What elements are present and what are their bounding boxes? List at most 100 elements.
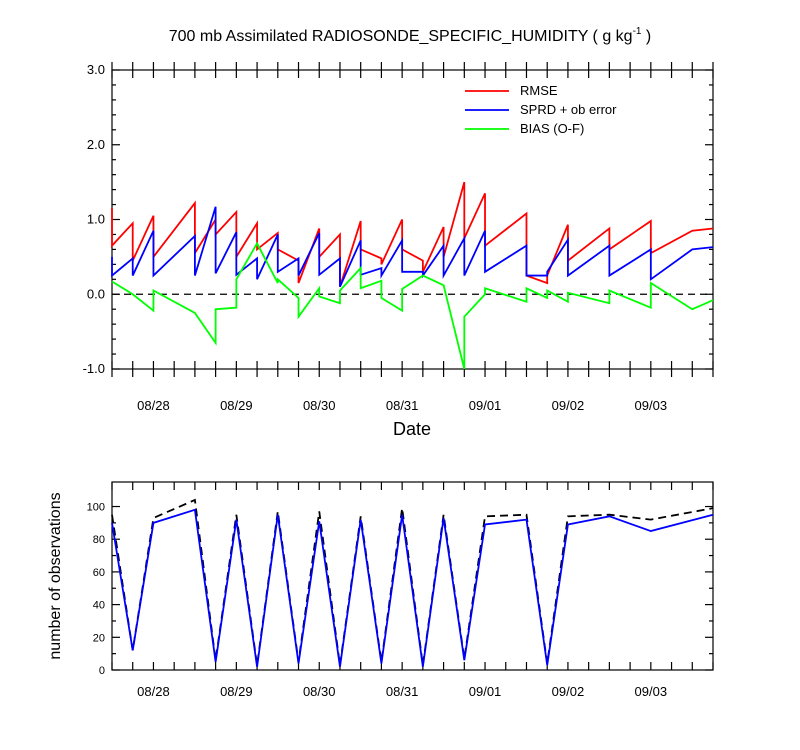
data-point bbox=[153, 275, 155, 277]
data-point bbox=[194, 202, 196, 204]
data-point bbox=[443, 275, 445, 277]
top-x-axis-label: Date bbox=[393, 419, 431, 439]
data-point bbox=[463, 368, 465, 370]
data-point bbox=[318, 232, 320, 234]
data-point bbox=[194, 235, 196, 237]
data-point bbox=[194, 509, 196, 511]
data-point bbox=[422, 260, 424, 262]
data-point bbox=[526, 514, 528, 516]
data-point bbox=[381, 263, 383, 265]
chart-title-main: 700 mb Assimilated RADIOSONDE_SPECIFIC_H… bbox=[169, 28, 633, 45]
data-point bbox=[691, 308, 693, 310]
data-point bbox=[360, 220, 362, 222]
y-tick-label: -1.0 bbox=[83, 361, 105, 376]
data-point bbox=[111, 281, 113, 283]
data-point bbox=[215, 272, 217, 274]
data-point bbox=[256, 278, 258, 280]
data-point bbox=[463, 316, 465, 318]
data-point bbox=[111, 256, 113, 258]
data-point bbox=[318, 520, 320, 522]
data-point bbox=[526, 519, 528, 521]
data-point bbox=[235, 519, 237, 521]
data-point bbox=[484, 271, 486, 273]
data-point bbox=[298, 282, 300, 284]
x-tick-label: 09/02 bbox=[552, 684, 585, 699]
data-point bbox=[650, 220, 652, 222]
x-tick-label: 08/28 bbox=[137, 684, 170, 699]
data-point bbox=[381, 257, 383, 259]
x-tick-label: 08/29 bbox=[220, 398, 253, 413]
data-point bbox=[132, 649, 134, 651]
x-tick-label: 08/30 bbox=[303, 684, 336, 699]
data-point bbox=[360, 519, 362, 521]
x-tick-label: 09/01 bbox=[469, 684, 502, 699]
data-point bbox=[567, 515, 569, 517]
data-point bbox=[691, 230, 693, 232]
data-point bbox=[650, 530, 652, 532]
legend-label: BIAS (O-F) bbox=[520, 121, 584, 136]
chart-title-end: ) bbox=[641, 28, 651, 45]
top-chart: -1.0 0.0 1.0 2.0 3.0 08/28 08/29 08/30 08/31 09/0… bbox=[83, 62, 714, 413]
data-point bbox=[235, 307, 237, 309]
x-tick-label: 08/31 bbox=[386, 684, 419, 699]
data-point bbox=[401, 271, 403, 273]
data-point bbox=[132, 257, 134, 259]
y-tick-label: 100 bbox=[87, 502, 105, 514]
data-point bbox=[712, 246, 714, 248]
data-point bbox=[339, 302, 341, 304]
data-point bbox=[381, 280, 383, 282]
data-point bbox=[235, 514, 237, 516]
data-point bbox=[318, 296, 320, 298]
data-point bbox=[298, 316, 300, 318]
data-point bbox=[277, 234, 279, 236]
y-tick-label: 0.0 bbox=[87, 286, 105, 301]
data-point bbox=[567, 301, 569, 303]
data-point bbox=[526, 287, 528, 289]
series-line-bias-o-f- bbox=[111, 241, 714, 370]
data-point bbox=[443, 514, 445, 516]
legend-label: SPRD + ob error bbox=[520, 102, 617, 117]
data-point bbox=[153, 215, 155, 217]
data-point bbox=[712, 228, 714, 230]
data-point bbox=[318, 287, 320, 289]
y-tick-label: 2.0 bbox=[87, 137, 105, 152]
x-tick-label: 08/30 bbox=[303, 398, 336, 413]
data-point bbox=[650, 249, 652, 251]
data-point bbox=[215, 308, 217, 310]
data-point bbox=[608, 228, 610, 230]
data-point bbox=[153, 290, 155, 292]
y-tick-label: 0 bbox=[99, 665, 105, 677]
data-point bbox=[650, 307, 652, 309]
data-point bbox=[526, 213, 528, 215]
data-point bbox=[546, 275, 548, 277]
data-point bbox=[381, 275, 383, 277]
data-point bbox=[194, 499, 196, 501]
data-point bbox=[277, 271, 279, 273]
data-point bbox=[608, 275, 610, 277]
data-point bbox=[443, 284, 445, 286]
y-tick-label: 3.0 bbox=[87, 62, 105, 77]
data-point bbox=[608, 290, 610, 292]
data-point bbox=[298, 257, 300, 259]
data-point bbox=[298, 297, 300, 299]
data-point bbox=[422, 271, 424, 273]
data-point bbox=[277, 514, 279, 516]
data-point bbox=[608, 514, 610, 516]
data-point bbox=[401, 219, 403, 221]
data-point bbox=[401, 310, 403, 312]
data-point bbox=[215, 342, 217, 344]
data-point bbox=[691, 249, 693, 251]
data-point bbox=[360, 287, 362, 289]
bottom-chart: 0 20 40 60 80 100 08/28 08/29 08/30 08/31 09/01 09/… bbox=[87, 481, 714, 699]
data-point bbox=[256, 243, 258, 245]
data-point bbox=[567, 275, 569, 277]
series-line-sprd-ob-error bbox=[111, 206, 714, 288]
data-point bbox=[256, 222, 258, 224]
bottom-chart-frame bbox=[111, 481, 714, 671]
data-point bbox=[463, 275, 465, 277]
data-point bbox=[298, 663, 300, 665]
data-point bbox=[484, 524, 486, 526]
data-point bbox=[567, 524, 569, 526]
data-point bbox=[111, 245, 113, 247]
